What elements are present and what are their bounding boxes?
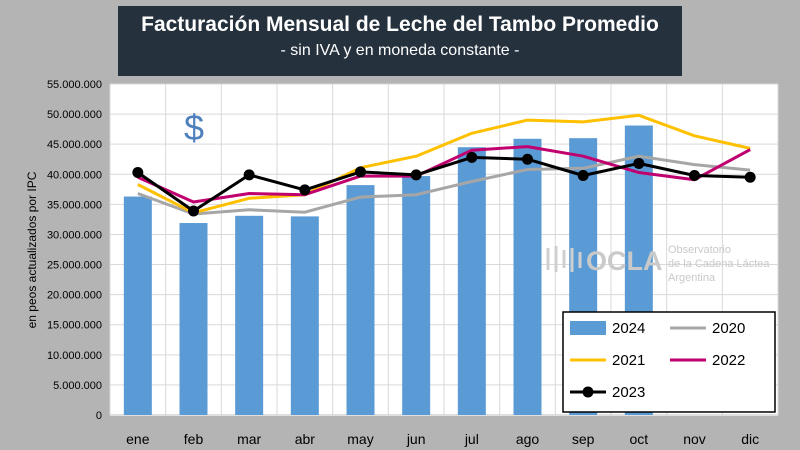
point-2023-oct bbox=[633, 157, 645, 169]
watermark-line1: Observatorio bbox=[668, 244, 731, 256]
y-axis-ticks: 0 5.000.000 10.000.000 15.000.000 20.000.000… bbox=[47, 79, 102, 422]
bar-2024-ago bbox=[513, 138, 542, 416]
legend-label-2024: 2024 bbox=[612, 320, 645, 337]
bar-2024-jun bbox=[402, 176, 431, 415]
bar-2024-mar bbox=[235, 215, 264, 415]
point-2023-ene bbox=[132, 166, 144, 178]
series-line-2021 bbox=[137, 113, 751, 215]
x-tick-label: sep bbox=[572, 431, 595, 447]
point-2023-jul bbox=[466, 151, 478, 163]
bar-2024-abr bbox=[290, 216, 319, 415]
point-2023-mar bbox=[243, 169, 255, 181]
y-tick-label: 20.000.000 bbox=[47, 290, 102, 302]
y-axis-label: en peos actualizados por IPC bbox=[25, 171, 39, 328]
point-2023-feb bbox=[188, 205, 199, 217]
legend-label-2020: 2020 bbox=[712, 320, 745, 337]
watermark-line3: Argentina bbox=[668, 272, 716, 284]
x-tick-label: ene bbox=[126, 431, 150, 447]
legend-label-2023: 2023 bbox=[612, 384, 645, 401]
line-series bbox=[132, 113, 756, 217]
x-tick-label: mar bbox=[237, 431, 261, 447]
y-tick-label: 40.000.000 bbox=[47, 169, 102, 181]
x-tick-label: may bbox=[347, 431, 373, 447]
point-2023-nov bbox=[689, 169, 700, 181]
x-tick-label: feb bbox=[184, 431, 204, 447]
legend-label-2021: 2021 bbox=[612, 352, 645, 369]
bar-2024-feb bbox=[179, 223, 208, 415]
y-tick-label: 15.000.000 bbox=[47, 320, 102, 332]
point-2023-may bbox=[355, 166, 366, 178]
y-tick-label: 45.000.000 bbox=[47, 139, 102, 151]
y-tick-label: 55.000.000 bbox=[47, 79, 102, 91]
watermark-line2: de la Cadena Láctea bbox=[668, 258, 770, 270]
y-tick-label: 25.000.000 bbox=[47, 260, 102, 272]
legend-swatch-2024 bbox=[570, 321, 606, 335]
point-2023-sep bbox=[577, 169, 589, 181]
point-2023-abr bbox=[299, 184, 311, 196]
legend-label-2022: 2022 bbox=[712, 352, 745, 369]
ocla-logo-icon bbox=[546, 246, 582, 272]
title-box: Facturación Mensual de Leche del Tambo P… bbox=[118, 6, 682, 76]
x-axis-ticks: ene feb mar abr may jun jul ago sep oct nov dic bbox=[126, 431, 759, 447]
chart-subtitle: - sin IVA y en moneda constante - bbox=[280, 42, 520, 59]
chart-title: Facturación Mensual de Leche del Tambo P… bbox=[141, 13, 659, 36]
point-2023-ago bbox=[522, 153, 533, 165]
y-tick-label: 35.000.000 bbox=[47, 199, 102, 211]
dollar-icon: $ bbox=[184, 107, 204, 148]
x-tick-label: dic bbox=[741, 431, 759, 447]
bar-2024-may bbox=[346, 185, 375, 415]
ocla-watermark: OCLA Observatorio de la Cadena Láctea Ar… bbox=[546, 244, 770, 284]
y-tick-label: 50.000.000 bbox=[47, 109, 102, 121]
x-tick-label: nov bbox=[683, 431, 706, 447]
x-tick-label: ago bbox=[516, 431, 540, 447]
watermark-name: OCLA bbox=[586, 246, 663, 276]
bar-2024-jul bbox=[457, 147, 486, 415]
y-tick-label: 0 bbox=[96, 410, 102, 422]
y-tick-label: 5.000.000 bbox=[53, 380, 102, 392]
y-tick-label: 30.000.000 bbox=[47, 229, 102, 241]
point-2023-dic bbox=[744, 171, 756, 183]
series-line-2020 bbox=[137, 154, 751, 216]
series-line-2023 bbox=[136, 155, 751, 213]
y-tick-label: 10.000.000 bbox=[47, 350, 102, 362]
legend-marker-2023 bbox=[582, 386, 594, 398]
x-tick-label: jul bbox=[464, 431, 479, 447]
bar-2024-ene bbox=[123, 196, 152, 415]
legend: 2024 2020 2021 2022 2023 bbox=[562, 311, 776, 413]
x-tick-label: abr bbox=[295, 431, 316, 447]
series-line-2022 bbox=[137, 145, 751, 204]
x-tick-label: jun bbox=[406, 431, 426, 447]
x-tick-label: oct bbox=[629, 431, 648, 447]
point-2023-jun bbox=[410, 169, 422, 181]
